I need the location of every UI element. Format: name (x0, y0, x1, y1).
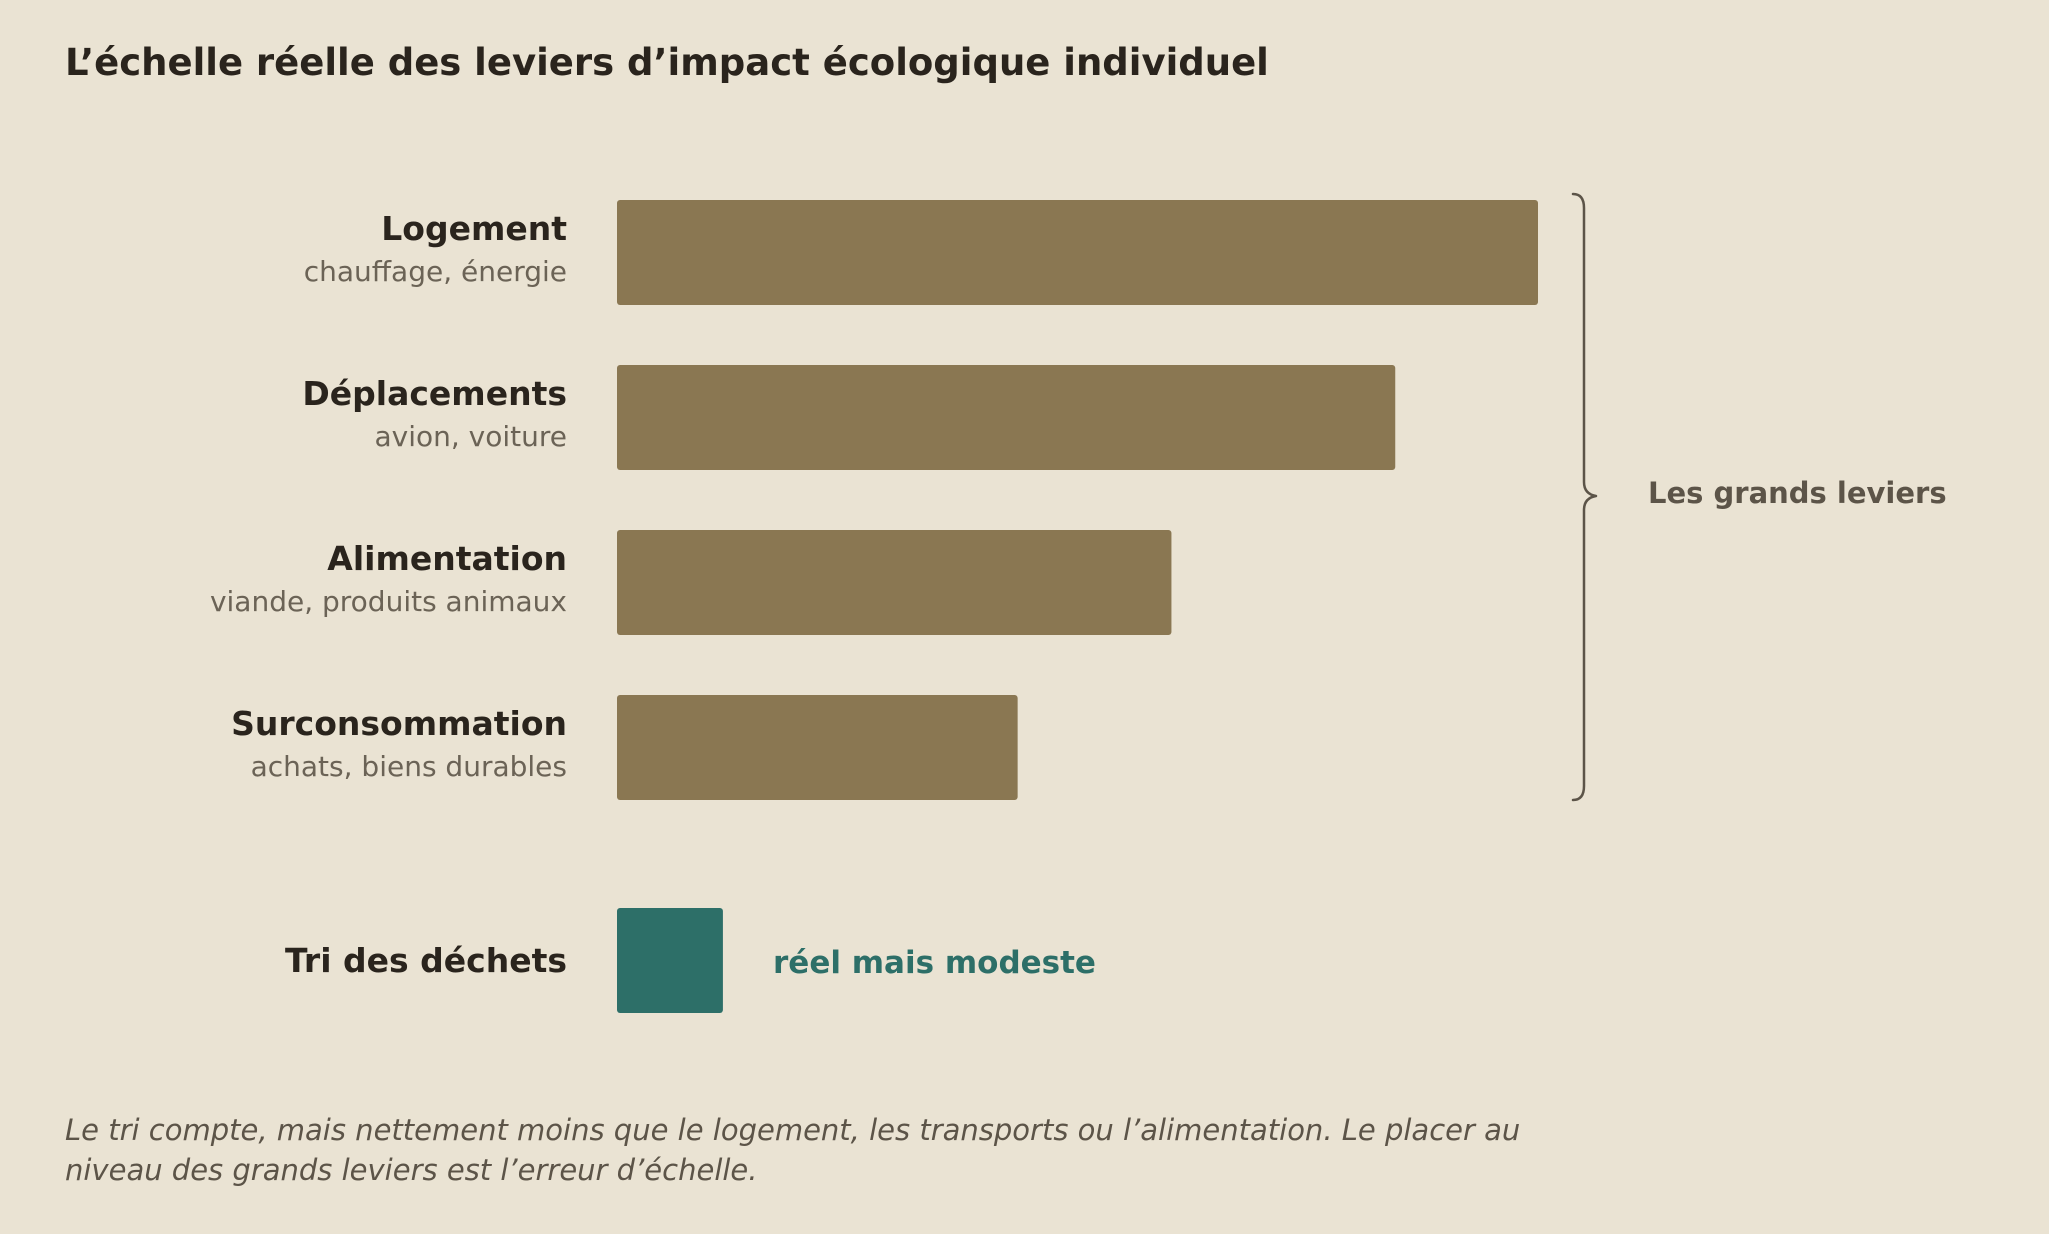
caption-line-1: Le tri compte, mais nettement moins que … (65, 1113, 1520, 1147)
category-label-3: Alimentation (327, 539, 567, 578)
category-label-4: Surconsommation (231, 704, 567, 743)
highlight-layer: Tri des déchets (285, 908, 723, 1013)
highlight-annotation: réel mais modeste (773, 945, 1096, 981)
chart-title: L’échelle réelle des leviers d’impact éc… (65, 41, 1269, 84)
category-label-1: Logement (381, 209, 567, 248)
category-sublabel-1: chauffage, énergie (304, 255, 567, 288)
category-sublabel-4: achats, biens durables (251, 750, 567, 783)
bar-2 (617, 365, 1396, 470)
category-sublabel-3: viande, produits animaux (210, 585, 567, 618)
caption-line-2: niveau des grands leviers est l’erreur d… (65, 1153, 758, 1187)
bar-1 (617, 200, 1538, 305)
group-brace (1571, 192, 1598, 802)
highlight-bar (617, 908, 723, 1013)
bar-3 (617, 530, 1172, 635)
bar-4 (617, 695, 1018, 800)
category-sublabel-2: avion, voiture (374, 420, 567, 453)
highlight-category-label: Tri des déchets (285, 941, 567, 980)
group-annotation: Les grands leviers (1648, 476, 1947, 510)
bars-layer: Logement chauffage, énergie Déplacements av… (210, 200, 1538, 800)
category-label-2: Déplacements (302, 374, 567, 413)
